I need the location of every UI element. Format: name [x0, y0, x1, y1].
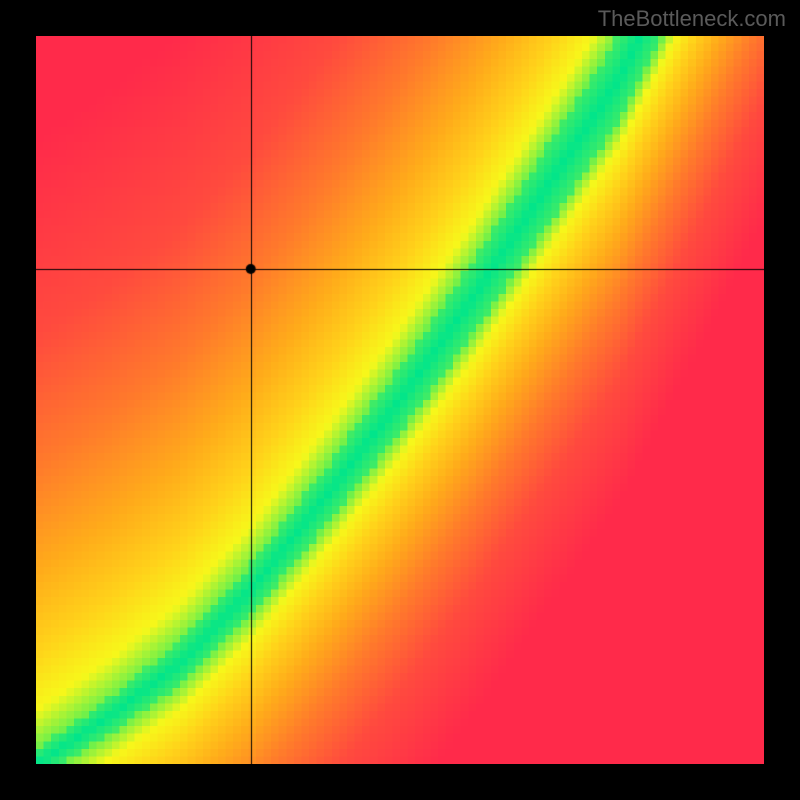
crosshair-overlay — [36, 36, 764, 764]
watermark-text: TheBottleneck.com — [598, 6, 786, 32]
